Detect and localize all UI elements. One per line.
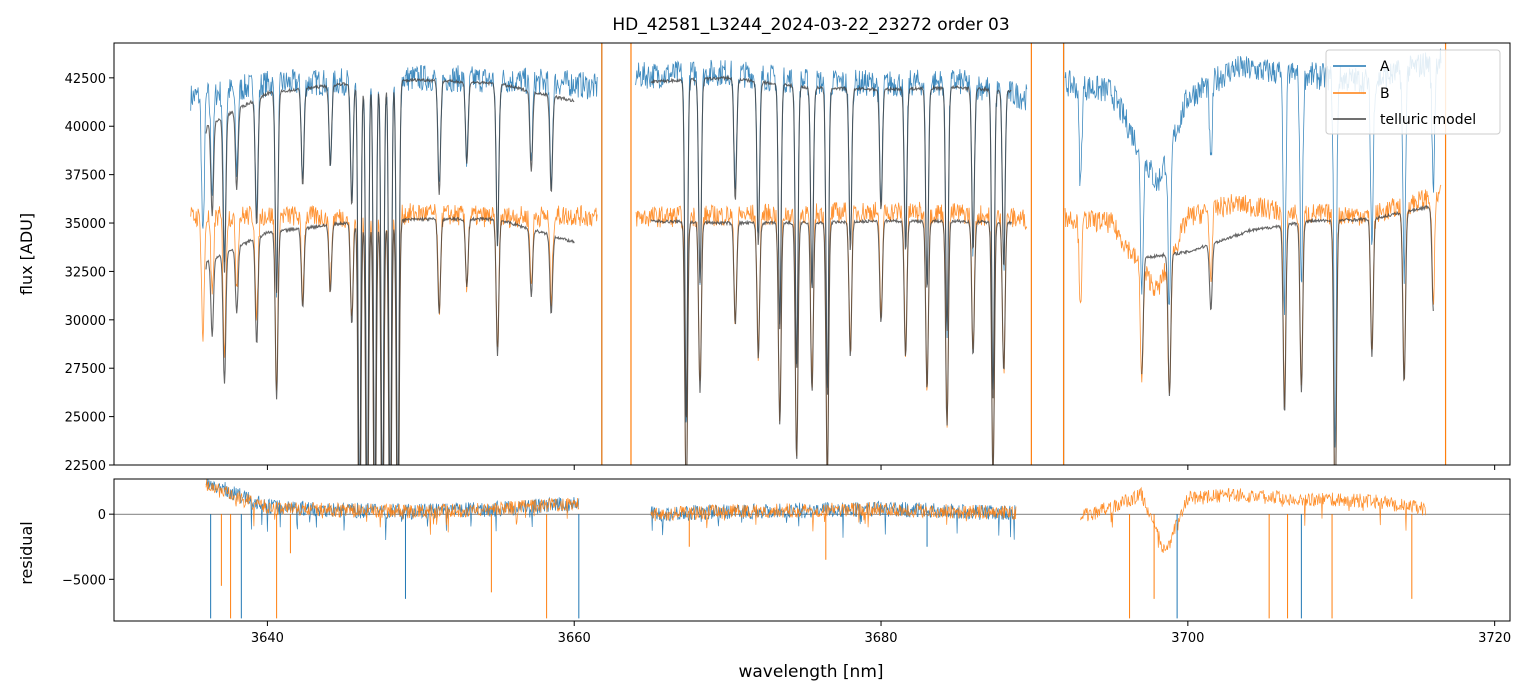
residual-y-ticks: 0 −5000	[62, 508, 114, 588]
telluric-model-segment-2	[650, 217, 1012, 465]
flux-panel: 22500 25000 27500 30000 32500 35000 37500 40000…	[17, 42, 1511, 474]
flux-y-tick-label-8: 42500	[65, 72, 106, 87]
chart-title: HD_42581_L3244_2024-03-22_23272 order 03	[612, 15, 1009, 35]
flux-y-tick-label-5: 35000	[65, 217, 106, 232]
residual-axes-frame	[113, 478, 1511, 622]
residual-b-segment-0	[205, 479, 580, 535]
x-tick-label-0: 3640	[251, 631, 284, 646]
residual-a-segment-0	[205, 479, 580, 541]
flux-y-tick-label-1: 25000	[65, 411, 106, 426]
telluric-model-segment-4	[1141, 205, 1434, 465]
residual-x-ticks: 3640 3660 3680 3700 3720	[251, 621, 1511, 646]
residual-y-axis-label: residual	[17, 521, 36, 584]
x-tick-label-1: 3660	[558, 631, 591, 646]
residual-b-segment-1	[650, 501, 1017, 532]
x-tick-label-2: 3680	[864, 631, 897, 646]
legend-label-telluric: telluric model	[1380, 112, 1476, 128]
flux-y-tick-label-7: 40000	[65, 120, 106, 135]
residual-plot-area	[114, 479, 1510, 619]
x-tick-label-3: 3700	[1171, 631, 1204, 646]
flux-y-tick-label-0: 22500	[65, 459, 106, 474]
flux-y-axis-label: flux [ADU]	[17, 213, 36, 295]
flux-y-tick-label-4: 32500	[65, 265, 106, 280]
telluric-model-segment-3	[650, 74, 1012, 418]
residual-y-tick-label-1: −5000	[62, 573, 106, 588]
residual-panel: 0 −5000 3640 3660 3680 3700 3720 residual wav…	[17, 478, 1511, 682]
flux-y-tick-label-3: 30000	[65, 314, 106, 329]
legend-box	[1325, 49, 1501, 135]
flux-plot-area	[190, 43, 1447, 465]
residual-y-tick-label-0: 0	[98, 508, 106, 523]
flux-y-tick-label-6: 37500	[65, 169, 106, 184]
flux-x-ticks	[266, 465, 1496, 470]
flux-y-ticks: 22500 25000 27500 30000 32500 35000 37500 40000…	[65, 72, 114, 474]
x-tick-label-4: 3720	[1478, 631, 1511, 646]
telluric-model-segment-0	[205, 216, 575, 465]
residual-b-segment-2	[1080, 486, 1426, 553]
legend: A B telluric model	[1325, 49, 1501, 135]
legend-label-a: A	[1380, 59, 1390, 75]
flux-y-tick-label-2: 27500	[65, 362, 106, 377]
flux-axes-frame	[113, 42, 1511, 466]
telluric-model-segment-1	[205, 77, 575, 465]
legend-label-b: B	[1380, 86, 1390, 102]
x-axis-label: wavelength [nm]	[738, 662, 883, 682]
